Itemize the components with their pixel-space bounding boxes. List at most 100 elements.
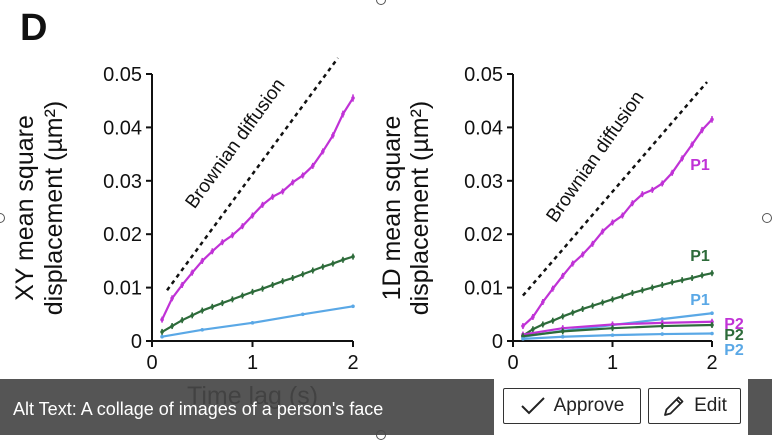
brownian-reference-line [166,57,339,292]
series-line [161,97,354,321]
resize-handle-right[interactable] [762,213,772,223]
data-point [710,331,714,336]
data-point [170,324,174,328]
data-point [300,312,305,317]
y-tick-label: 0.05 [103,64,142,86]
chart-1: 0 0.01 0.02 0.03 0.04 0.05 0 1 2 XY mean square di… [11,57,359,410]
data-point [230,233,235,238]
panel-letter: D [20,7,47,49]
data-point [670,170,674,175]
data-point [650,188,655,192]
y-tick-label: 0.04 [464,117,503,139]
approve-button[interactable]: Approve [503,388,641,424]
brownian-label: Brownian diffusion [182,75,290,213]
data-point [660,324,665,328]
x-tick-label: 0 [507,352,518,374]
data-point [160,330,164,334]
data-point [250,321,255,325]
data-point [680,156,684,161]
data-point [660,321,665,325]
data-point [220,240,225,245]
data-point [580,252,585,257]
data-point [580,307,585,311]
data-point [551,318,555,323]
data-point [630,291,635,295]
data-point [610,322,615,327]
data-point [640,288,645,293]
data-point [170,296,174,301]
data-point [600,229,605,234]
data-point [321,149,325,154]
data-point [230,297,235,302]
y-tick-label: 0 [131,331,142,353]
data-point [690,276,694,280]
data-point [341,112,345,116]
data-point [260,203,265,207]
data-point [551,286,555,291]
data-point [351,254,355,259]
data-point [710,319,714,324]
data-point [640,192,645,196]
data-point [570,261,575,266]
y-tick-label: 0.05 [464,64,503,86]
series-label: P1 [690,292,710,309]
alt-text-label: Alt Text: A collage of images of a perso… [13,399,384,419]
data-point [270,283,275,287]
data-point [660,332,665,336]
series-label: P2 [724,327,744,344]
data-point [660,317,665,321]
data-point [560,274,565,278]
y-tick-label: 0.01 [464,278,503,300]
data-point [590,242,595,246]
edit-label: Edit [694,395,727,416]
data-point [220,301,225,305]
edit-button[interactable]: Edit [648,388,741,424]
data-point [560,334,565,339]
data-point [270,195,275,199]
data-point [521,337,525,341]
data-point [180,283,184,287]
data-point [351,304,355,309]
data-point [630,201,635,206]
data-point [250,213,255,218]
data-point [240,224,245,228]
data-point [700,273,704,278]
series-line [161,255,354,333]
data-point [610,326,615,330]
data-point [351,96,355,100]
data-point [180,318,184,322]
x-tick-label: 2 [347,352,358,374]
data-point [710,117,714,122]
data-point [260,286,265,291]
y-axis-label: 1D mean square [378,116,406,301]
series-label: P2 [724,342,744,359]
data-point [560,326,565,330]
data-point [331,261,335,266]
series-label: P2 [724,316,744,333]
series-line [522,332,713,340]
y-tick-label: 0 [492,331,503,353]
data-point [321,264,325,269]
data-point [290,276,295,280]
data-point [521,334,525,338]
data-point [190,270,194,275]
series-line [522,118,713,327]
data-point [311,268,315,273]
data-point [200,308,205,313]
data-point [160,317,164,322]
y-tick-label: 0.03 [103,171,142,193]
x-tick-label: 1 [247,352,258,374]
data-point [280,189,285,194]
pencil-icon [664,396,684,416]
x-tick-label: 0 [146,352,157,374]
y-tick-label: 0.02 [103,224,142,246]
data-point [610,333,615,337]
data-point [570,310,575,315]
data-point [541,322,545,327]
data-point [541,300,545,304]
data-point [210,249,215,254]
data-point [610,220,615,225]
data-point [700,128,704,132]
approve-label: Approve [553,395,625,416]
